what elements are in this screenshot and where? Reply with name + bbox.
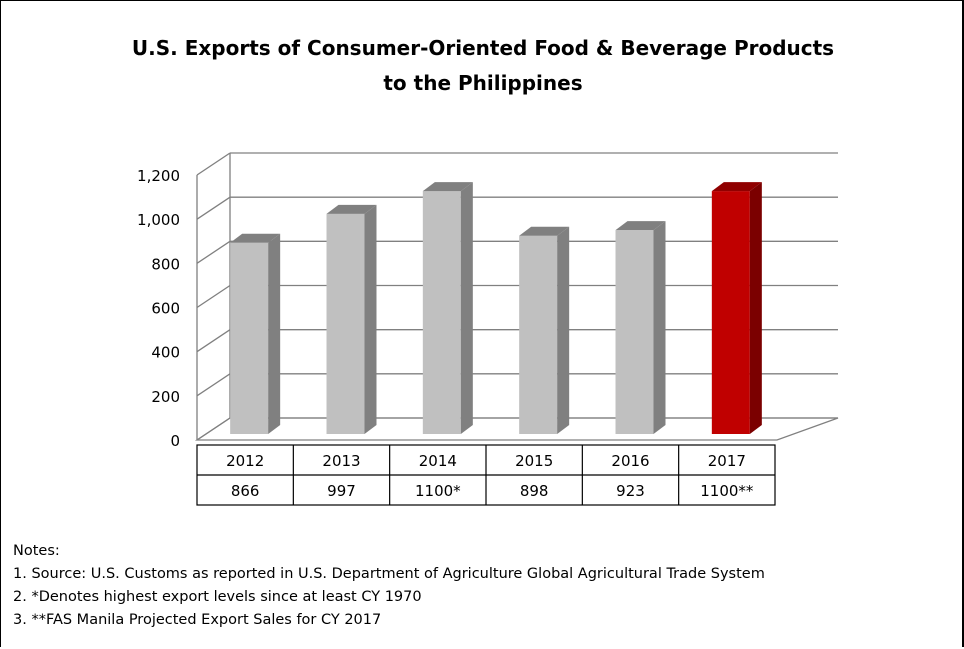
value-label: 898 xyxy=(520,482,549,500)
bars-layer xyxy=(230,182,762,434)
note-highest: 2. *Denotes highest export levels since … xyxy=(13,589,422,605)
category-label: 2017 xyxy=(708,452,746,470)
note-projected: 3. **FAS Manila Projected Export Sales f… xyxy=(13,612,382,628)
bar-side xyxy=(653,221,666,434)
bar xyxy=(230,233,281,434)
y-tick-label: 800 xyxy=(151,255,180,273)
category-label: 2016 xyxy=(611,452,649,470)
gridline-depth xyxy=(196,373,231,397)
y-tick-label: 400 xyxy=(151,344,180,362)
bar xyxy=(326,204,377,434)
bar-front xyxy=(422,191,461,434)
gridline-depth xyxy=(196,329,231,353)
category-label: 2015 xyxy=(515,452,553,470)
gridline-depth xyxy=(196,196,231,220)
y-tick-label: 1,200 xyxy=(137,167,180,185)
category-label: 2012 xyxy=(226,452,264,470)
category-label: 2013 xyxy=(322,452,360,470)
notes-heading: Notes: xyxy=(13,543,60,559)
bar-top xyxy=(615,221,666,231)
data-table: 2012 866 2013 997 2014 1100* 2015 898 2016 923 201… xyxy=(196,444,776,506)
chart-title-line-2: to the Philippines xyxy=(383,71,582,95)
bar-side xyxy=(364,204,377,434)
value-label: 1100** xyxy=(700,482,754,500)
category-label: 2014 xyxy=(419,452,457,470)
bar xyxy=(711,182,762,434)
bar xyxy=(615,221,666,434)
bar-top xyxy=(230,233,281,243)
value-label: 997 xyxy=(327,482,356,500)
gridline-depth xyxy=(196,240,231,264)
value-label: 1100* xyxy=(415,482,461,500)
y-tick-label: 1,000 xyxy=(137,211,180,229)
gridline-depth xyxy=(196,152,231,176)
bar-front xyxy=(711,191,750,434)
bar-top xyxy=(519,226,570,236)
bar-side xyxy=(268,233,281,434)
chart-title-line-1: U.S. Exports of Consumer-Oriented Food &… xyxy=(132,36,834,60)
bar-front xyxy=(519,235,558,434)
gridline-depth xyxy=(196,284,231,309)
bar-side xyxy=(749,182,762,434)
bar-front xyxy=(326,213,365,434)
notes: Notes: 1. Source: U.S. Customs as report… xyxy=(13,540,765,632)
bar xyxy=(422,182,473,434)
value-label: 866 xyxy=(231,482,260,500)
y-tick-label: 600 xyxy=(151,300,180,318)
bar-top xyxy=(711,182,762,192)
y-tick-label: 0 xyxy=(170,432,180,450)
bar-side xyxy=(557,226,570,434)
bar-side xyxy=(460,182,473,434)
note-source: 1. Source: U.S. Customs as reported in U… xyxy=(13,566,765,582)
y-tick-label: 200 xyxy=(151,388,180,406)
bar xyxy=(519,226,570,434)
bar-front xyxy=(230,242,269,434)
bar-top xyxy=(326,204,377,214)
value-label: 923 xyxy=(616,482,645,500)
bar-top xyxy=(422,182,473,192)
bar-front xyxy=(615,230,654,434)
y-axis-ticks: 1,200 1,000 800 600 400 200 0 xyxy=(137,167,180,450)
chart-floor xyxy=(194,417,839,441)
